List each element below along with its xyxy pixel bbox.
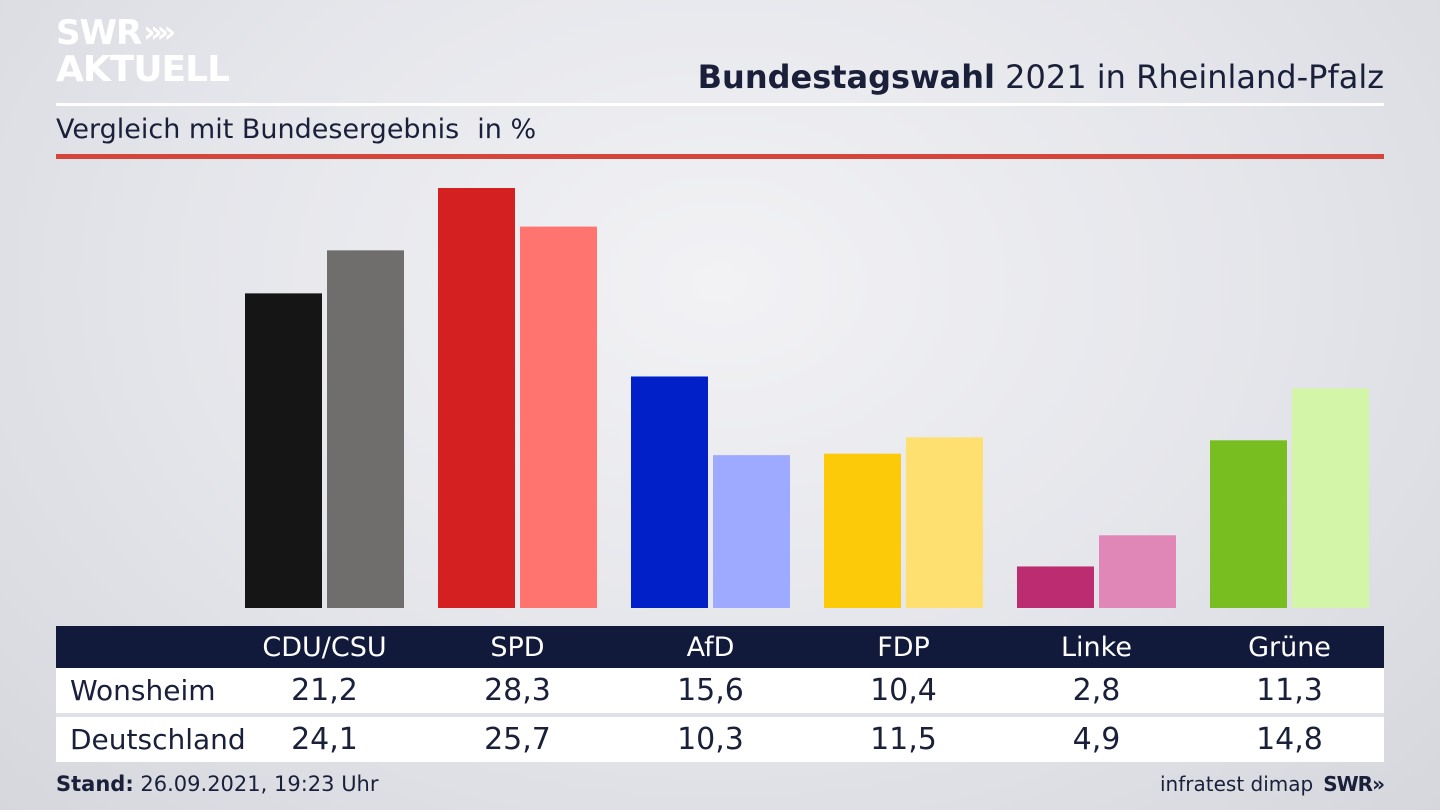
chart-title-bold: Bundestagswahl	[697, 58, 995, 96]
bar-local-2	[631, 376, 708, 608]
row-label-local: Wonsheim	[70, 674, 216, 707]
bar-national-4	[1099, 535, 1176, 608]
swr-brand-icon: SWR»	[1323, 772, 1385, 796]
unit-label: in %	[477, 114, 537, 145]
source-text: infratest dimap	[1160, 772, 1314, 796]
value-cell-national: 24,1	[291, 722, 358, 757]
source-credit: infratest dimap SWR»	[1160, 772, 1385, 796]
value-cell-national: 4,9	[1072, 722, 1121, 757]
category-label: Grüne	[1248, 631, 1331, 663]
swr-aktuell-logo: SWR»» AKTUELL	[56, 13, 230, 90]
value-cell-national: 11,5	[870, 722, 937, 757]
category-label: AfD	[686, 631, 735, 663]
bar-national-5	[1292, 388, 1369, 608]
category-label: FDP	[877, 631, 930, 663]
header-divider	[56, 103, 1384, 106]
bar-local-0	[245, 293, 322, 608]
chart-subtitle: Vergleich mit Bundesergebnis in %	[56, 114, 536, 145]
bar-national-0	[327, 250, 404, 608]
bar-local-4	[1017, 566, 1094, 608]
value-cell-national: 25,7	[484, 722, 551, 757]
category-label: Linke	[1061, 631, 1132, 663]
bar-local-3	[824, 453, 901, 608]
subtitle-text: Vergleich mit Bundesergebnis	[56, 114, 460, 145]
value-cell-national: 14,8	[1256, 722, 1323, 757]
logo-aktuell-text: AKTUELL	[56, 49, 230, 90]
value-cell-local: 28,3	[484, 673, 551, 708]
subtitle-divider	[56, 154, 1384, 159]
value-cell-local: 2,8	[1072, 673, 1121, 708]
bar-chart	[245, 188, 1369, 608]
category-label: CDU/CSU	[262, 631, 387, 663]
bar-local-5	[1210, 440, 1287, 608]
bar-national-2	[713, 455, 790, 608]
chart-title: Bundestagswahl 2021 in Rheinland-Pfalz	[698, 58, 1384, 96]
bar-national-3	[906, 437, 983, 608]
stand-value: 26.09.2021, 19:23 Uhr	[140, 772, 379, 796]
bar-local-1	[438, 188, 515, 608]
category-label: SPD	[490, 631, 545, 663]
table-row-separator	[56, 713, 1384, 717]
stand-label: Stand:	[56, 772, 134, 796]
logo-swr-text: SWR	[56, 13, 142, 53]
row-label-national: Deutschland	[70, 723, 246, 756]
value-cell-local: 15,6	[677, 673, 744, 708]
bar-national-1	[520, 226, 597, 608]
chart-title-rest: 2021 in Rheinland-Pfalz	[1005, 58, 1384, 96]
timestamp: Stand: 26.09.2021, 19:23 Uhr	[56, 772, 379, 796]
value-cell-local: 21,2	[291, 673, 358, 708]
value-cell-local: 10,4	[870, 673, 937, 708]
value-cell-national: 10,3	[677, 722, 744, 757]
table-row: Deutschland 24,1 25,7 10,3 11,5 4,9 14,8	[56, 717, 1384, 762]
value-cell-local: 11,3	[1256, 673, 1323, 708]
table-row: Wonsheim 21,2 28,3 15,6 10,4 2,8 11,3	[56, 668, 1384, 713]
table-header-row: CDU/CSU SPD AfD FDP Linke Grüne	[56, 626, 1384, 668]
